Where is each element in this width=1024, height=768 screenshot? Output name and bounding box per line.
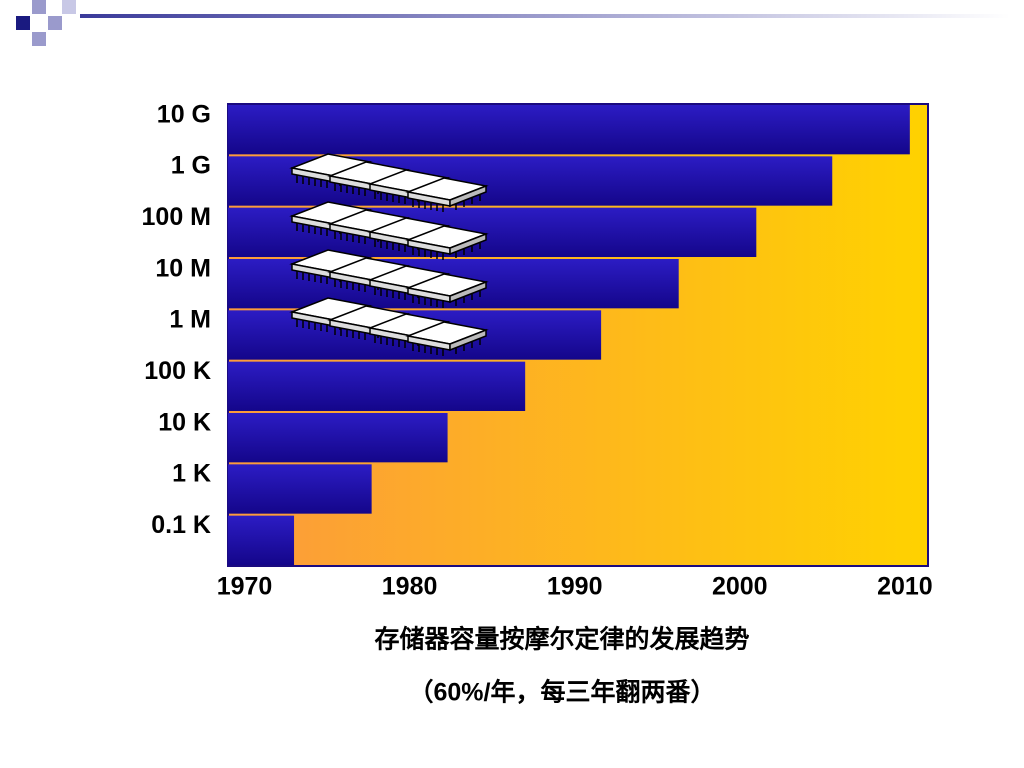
subcaption: （60%/年，每三年翻两番）	[409, 678, 716, 707]
y-tick-label: 10 K	[158, 408, 211, 436]
x-tick-label: 1990	[547, 573, 603, 601]
slide-decoration	[16, 0, 1010, 46]
x-tick-label: 2000	[712, 573, 768, 601]
y-tick-label: 10 M	[155, 254, 211, 282]
bar	[228, 361, 526, 411]
y-tick-label: 100 M	[142, 203, 211, 231]
caption: 存储器容量按摩尔定律的发展趋势	[374, 625, 749, 654]
bar	[228, 515, 295, 565]
y-tick-label: 1 G	[171, 152, 211, 180]
bar	[228, 105, 910, 155]
x-tick-label: 1980	[382, 573, 438, 601]
y-tick-label: 100 K	[144, 357, 211, 385]
bar	[228, 464, 372, 514]
x-tick-label: 1970	[217, 573, 273, 601]
bar	[228, 413, 448, 463]
y-tick-label: 0.1 K	[151, 511, 211, 539]
x-tick-label: 2010	[877, 573, 933, 601]
y-tick-label: 1 M	[169, 306, 211, 334]
y-tick-label: 1 K	[172, 460, 211, 488]
y-tick-label: 10 G	[157, 100, 211, 128]
